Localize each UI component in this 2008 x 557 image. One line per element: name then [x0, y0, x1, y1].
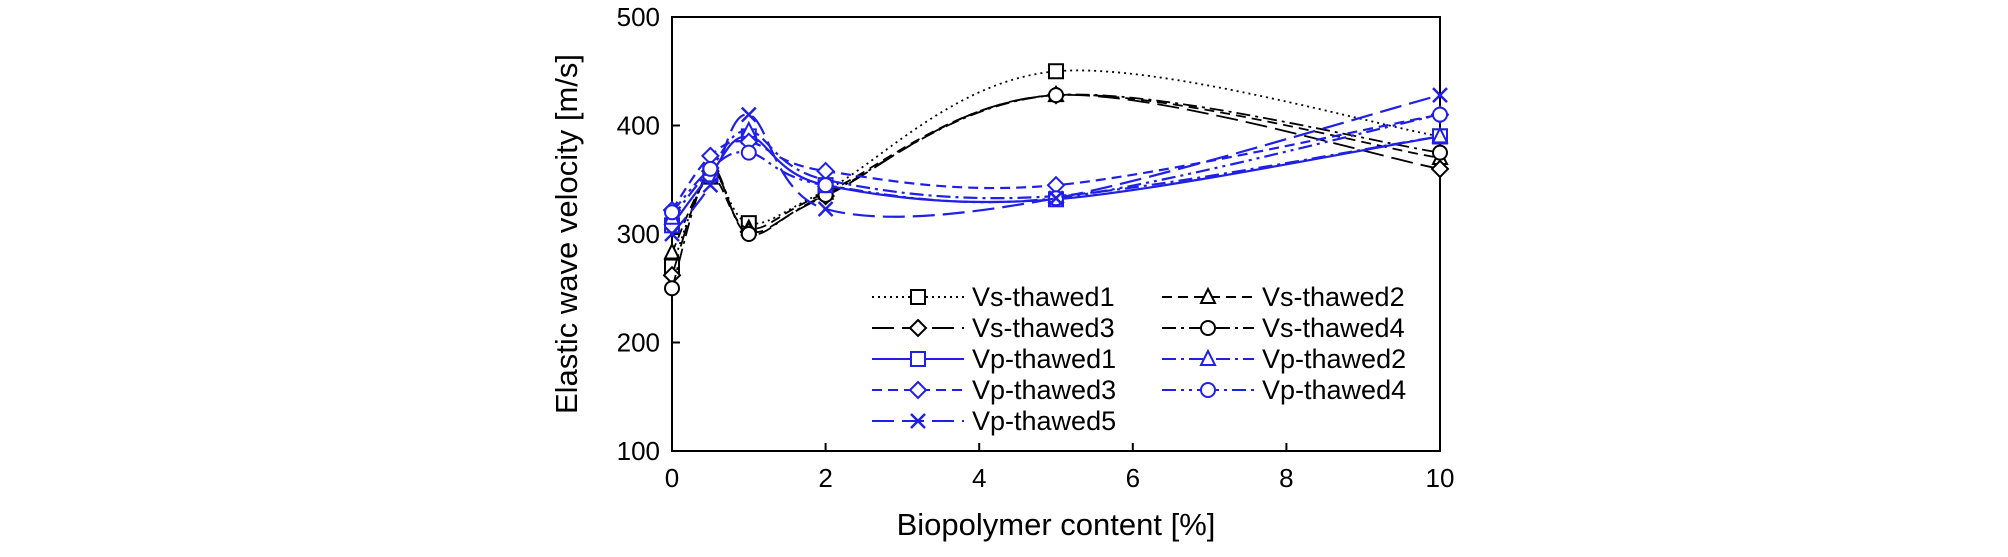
legend-label: Vs-thawed4 [1262, 313, 1405, 343]
x-tick-label: 2 [818, 463, 832, 493]
data-point [1048, 87, 1064, 104]
legend-marker [1199, 348, 1217, 366]
legend-item: Vp-thawed3 [872, 375, 1116, 405]
legend-label: Vs-thawed1 [972, 282, 1115, 312]
data-point [1432, 144, 1448, 161]
legend-marker [1200, 382, 1216, 398]
legend-item: Vp-thawed1 [872, 344, 1116, 374]
legend-label: Vs-thawed2 [1262, 282, 1405, 312]
data-point [664, 204, 680, 221]
legend-marker [910, 289, 926, 305]
legend-item: Vs-thawed3 [872, 313, 1115, 343]
series-layer [662, 63, 1450, 297]
series-line [671, 94, 1441, 235]
y-axis: 100 200 300 400 500 [617, 2, 680, 466]
data-point [1048, 190, 1064, 207]
legend-label: Vp-thawed5 [972, 406, 1116, 436]
legend-item: Vp-thawed5 [872, 406, 1116, 436]
legend-item: Vs-thawed2 [1162, 282, 1405, 312]
legend-item: Vs-thawed4 [1162, 313, 1405, 343]
x-tick-label: 10 [1426, 463, 1455, 493]
legend-marker [910, 413, 926, 429]
y-tick-label: 100 [617, 436, 660, 466]
x-axis: 0 2 4 6 8 10 [665, 443, 1455, 493]
data-point [740, 106, 757, 123]
legend-label: Vs-thawed3 [972, 313, 1115, 343]
data-point [1431, 126, 1449, 144]
y-tick-label: 200 [617, 328, 660, 358]
y-tick-label: 300 [617, 219, 660, 249]
data-point [1430, 159, 1450, 179]
series-vp-thawed4 [664, 106, 1448, 221]
data-point [740, 226, 757, 242]
legend-marker [910, 351, 926, 367]
series-line [671, 129, 1441, 219]
legend-marker [1200, 320, 1216, 336]
legend-label: Vp-thawed1 [972, 344, 1116, 374]
legend-label: Vp-thawed2 [1262, 344, 1406, 374]
legend-marker [908, 318, 928, 338]
y-axis-title: Elastic wave velocity [m/s] [549, 54, 584, 414]
x-tick-label: 0 [665, 463, 679, 493]
data-point [1432, 87, 1448, 104]
legend-marker [1199, 286, 1217, 304]
data-point [1432, 106, 1448, 123]
data-point [664, 280, 680, 297]
data-point [663, 242, 681, 260]
data-point [1048, 63, 1064, 80]
legend-item: Vp-thawed2 [1162, 344, 1406, 374]
legend-label: Vp-thawed3 [972, 375, 1116, 405]
data-point [740, 144, 757, 161]
data-point [816, 161, 836, 181]
data-point [817, 201, 834, 217]
legend: Vs-thawed1 Vs-thawed2 Vs-thawed3 Vs-thawed4… [872, 282, 1406, 436]
legend-item: Vp-thawed4 [1162, 375, 1406, 405]
legend-label: Vp-thawed4 [1262, 375, 1406, 405]
y-tick-label: 400 [617, 111, 660, 141]
series-vp-thawed5 [664, 87, 1448, 242]
y-tick-label: 500 [617, 2, 660, 32]
legend-marker [908, 380, 928, 400]
legend-item: Vs-thawed1 [872, 282, 1115, 312]
x-axis-title: Biopolymer content [%] [897, 507, 1216, 542]
data-point [664, 226, 680, 242]
x-tick-label: 8 [1279, 463, 1293, 493]
x-tick-label: 6 [1126, 463, 1140, 493]
data-point [702, 177, 719, 194]
x-tick-label: 4 [972, 463, 986, 493]
data-point [817, 177, 834, 194]
